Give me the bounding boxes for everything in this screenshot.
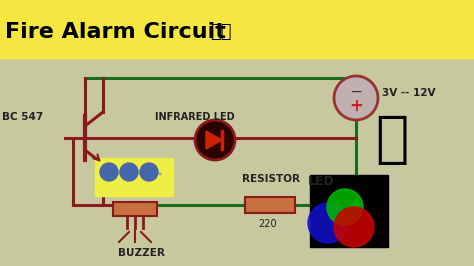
Circle shape <box>196 121 234 159</box>
Text: «: « <box>118 171 122 177</box>
Text: Fire Alarm Circuit: Fire Alarm Circuit <box>5 22 226 42</box>
Circle shape <box>140 163 158 181</box>
Bar <box>310 175 388 247</box>
Text: «: « <box>138 171 142 177</box>
Text: LED: LED <box>308 175 335 188</box>
Bar <box>113 202 157 216</box>
Circle shape <box>308 203 348 243</box>
Text: BUZZER: BUZZER <box>118 248 165 258</box>
Bar <box>0 0 474 58</box>
Text: 🔥: 🔥 <box>375 113 409 167</box>
Circle shape <box>327 189 363 225</box>
Text: ─: ─ <box>351 85 361 99</box>
Circle shape <box>334 207 374 247</box>
Text: RESISTOR: RESISTOR <box>242 174 300 184</box>
Polygon shape <box>206 131 222 149</box>
Circle shape <box>120 163 138 181</box>
Bar <box>245 197 295 213</box>
Text: 220: 220 <box>259 219 277 229</box>
Text: 3V -- 12V: 3V -- 12V <box>382 88 436 98</box>
Text: 🔥🧯: 🔥🧯 <box>210 23 231 41</box>
Text: «: « <box>158 171 162 177</box>
Circle shape <box>100 163 118 181</box>
Text: BC 547: BC 547 <box>2 112 43 122</box>
Text: +: + <box>349 97 363 115</box>
Circle shape <box>334 76 378 120</box>
Bar <box>95 158 173 196</box>
Text: INFRARED LED: INFRARED LED <box>155 112 235 122</box>
